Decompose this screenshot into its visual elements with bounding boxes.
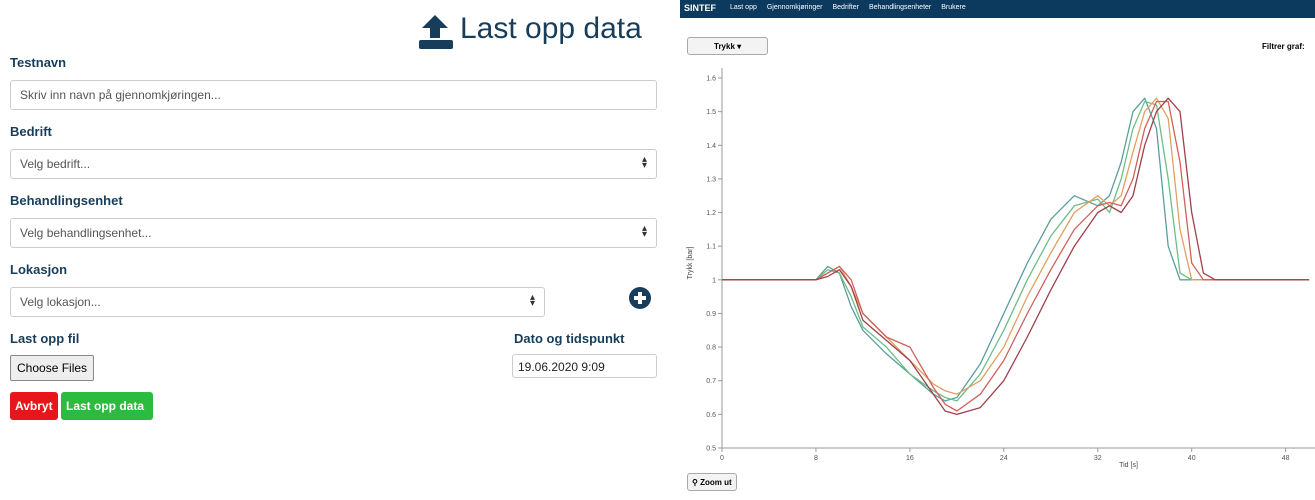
- y-tick-label: 1.4: [706, 143, 716, 150]
- nav-link[interactable]: Gjennomkjøringer: [766, 4, 823, 11]
- field-label: Lokasjon: [10, 262, 68, 277]
- x-tick-label: 0: [720, 455, 724, 462]
- zoom-button[interactable]: ⚲ Zoom ut: [687, 473, 737, 491]
- dropdown-text: Trykk: [714, 42, 735, 51]
- x-tick-label: 16: [906, 455, 914, 462]
- form-title: Last opp data: [460, 12, 642, 45]
- x-axis-label: Tid [s]: [1119, 462, 1138, 469]
- y-tick-label: 1: [712, 277, 716, 284]
- select-input[interactable]: Velg lokasjon...: [10, 287, 545, 317]
- field-label: Bedrift: [10, 124, 52, 139]
- y-tick-label: 0.6: [706, 412, 716, 419]
- y-tick-label: 0.9: [706, 311, 716, 318]
- select-input[interactable]: Velg bedrift...: [10, 149, 657, 179]
- zoom-text: Zoom ut: [700, 478, 732, 487]
- y-axis-label: Trykk [bar]: [687, 247, 694, 280]
- y-tick-label: 1.1: [706, 244, 716, 251]
- select-arrow: ▴ ▾: [642, 223, 648, 240]
- file-label: Last opp fil: [10, 331, 80, 346]
- filter-label: Filtrer graf:: [1262, 42, 1305, 51]
- x-tick-label: 48: [1282, 455, 1290, 462]
- trykk-dropdown[interactable]: Trykk ▾: [687, 37, 768, 55]
- nav-link[interactable]: Behandlingsenheter: [868, 4, 932, 11]
- navbar: SINTEF Last opp Gjennomkjøringer Bedrifter…: [680, 0, 1315, 18]
- cancel-button[interactable]: Avbryt: [10, 392, 58, 420]
- series-line: [722, 100, 1310, 412]
- submit-button[interactable]: Last opp data: [61, 392, 153, 420]
- x-tick-label: 8: [814, 455, 818, 462]
- select-arrow: ▴ ▾: [530, 292, 536, 309]
- series-line: [722, 97, 1310, 416]
- upload-form: Last opp data Testnavn Skriv inn navn på …: [10, 12, 657, 420]
- nav-links: Last opp Gjennomkjøringer Bedrifter Behandl…: [730, 4, 966, 11]
- y-tick-label: 0.7: [706, 378, 716, 385]
- add-location-button[interactable]: [628, 286, 652, 310]
- y-tick-label: 0.5: [706, 446, 716, 453]
- upload-icon: [419, 15, 453, 49]
- y-tick-label: 1.2: [706, 210, 716, 217]
- date-label: Dato og tidspunkt: [514, 331, 625, 346]
- chart: 0.5 0.6 0.7 0.8 0.9 1 1.1 1.2 1.3 1.4 1.5 1.6 0 8 16 24…: [687, 68, 1315, 469]
- text-input[interactable]: Skriv inn navn på gjennomkjøringen...: [10, 80, 657, 110]
- select-input[interactable]: Velg behandlingsenhet...: [10, 218, 657, 248]
- x-tick-label: 32: [1094, 455, 1102, 462]
- y-tick-label: 1.6: [706, 76, 716, 83]
- x-tick-label: 40: [1188, 455, 1196, 462]
- brand[interactable]: SINTEF: [684, 3, 717, 13]
- nav-link[interactable]: Last opp: [730, 4, 757, 11]
- series-line: [722, 97, 1310, 402]
- y-tick-label: 1.5: [706, 109, 716, 116]
- series-line: [722, 97, 1310, 395]
- nav-link[interactable]: Brukere: [941, 4, 966, 11]
- field-label: Behandlingsenhet: [10, 193, 123, 208]
- file-button[interactable]: Choose Files: [10, 355, 95, 381]
- nav-link[interactable]: Bedrifter: [832, 4, 859, 11]
- series-line: [722, 100, 1310, 402]
- field-label: Testnavn: [10, 55, 67, 70]
- y-tick-label: 0.8: [706, 345, 716, 352]
- y-tick-label: 1.3: [706, 176, 716, 183]
- x-tick-label: 24: [1000, 455, 1008, 462]
- date-input[interactable]: 19.06.2020 9:09: [512, 354, 657, 378]
- select-arrow: ▴ ▾: [642, 154, 648, 171]
